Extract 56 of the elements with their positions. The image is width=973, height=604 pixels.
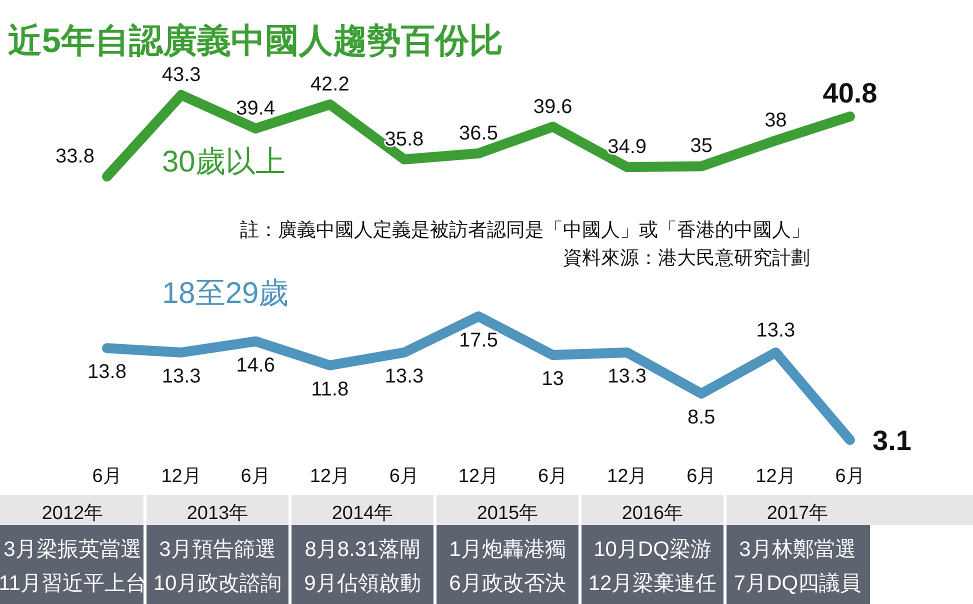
text: 2013年: [186, 503, 248, 524]
text: 9月佔領啟動: [304, 572, 421, 595]
series-label: 30歲以上: [162, 146, 286, 179]
text: 2015年: [476, 503, 538, 524]
data-label: 35: [690, 135, 713, 158]
data-label: 13.3: [384, 365, 424, 388]
data-label: 13.3: [162, 365, 201, 388]
text: 2016年: [622, 503, 684, 524]
data-label: 40.8: [822, 77, 878, 108]
text: 7月DQ四議員: [734, 572, 862, 595]
text: 11月習近平上台: [0, 572, 146, 595]
data-label: 11.8: [311, 378, 349, 400]
data-label: 3.1: [872, 425, 912, 456]
data-label: 13.3: [608, 365, 647, 388]
data-label: 8.5: [687, 406, 716, 429]
data-label: 36.5: [459, 122, 498, 144]
data-label: 38: [764, 109, 787, 132]
data-label: 33.8: [56, 146, 94, 168]
x-tick-label: 12月: [458, 466, 499, 487]
x-tick-label: 6月: [389, 466, 419, 487]
data-label: 42.2: [310, 73, 350, 96]
x-tick-label: 6月: [92, 466, 122, 487]
data-label: 13.3: [756, 319, 796, 342]
annotation: 資料來源：港大民意研究計劃: [563, 247, 810, 269]
text: 3月梁振英當選: [4, 538, 142, 561]
text: 1月炮轟港獨: [449, 538, 566, 561]
text: 10月政改諮詢: [153, 572, 282, 595]
data-label: 14.6: [236, 354, 276, 376]
text: 12月梁棄連任: [588, 572, 717, 595]
data-label: 13.8: [88, 361, 126, 384]
data-label: 13: [542, 368, 564, 390]
data-label: 39.6: [533, 96, 572, 118]
text: 2017年: [766, 503, 828, 524]
text: 6月政改否決: [449, 572, 566, 595]
x-tick-label: 6月: [686, 466, 716, 487]
x-tick-label: 12月: [756, 466, 796, 487]
data-label: 34.9: [608, 136, 647, 158]
data-label: 43.3: [162, 64, 201, 86]
x-tick-label: 12月: [161, 466, 202, 487]
data-label: 35.8: [384, 128, 424, 150]
x-tick-label: 12月: [310, 466, 350, 487]
annotation: 註：廣義中國人定義是被訪者認同是「中國人」或「香港的中國人」: [240, 219, 810, 241]
chart-title: 近5年自認廣義中國人趨勢百份比: [8, 22, 503, 60]
x-tick-label: 12月: [607, 466, 648, 487]
text: 2012年: [42, 503, 104, 524]
x-tick-label: 6月: [240, 466, 270, 487]
series-label: 18至29歲: [162, 277, 289, 310]
text: 10月DQ梁游: [594, 538, 712, 561]
text: 8月8.31落閘: [304, 538, 420, 561]
text: 3月預告篩選: [159, 538, 276, 561]
text: 2014年: [332, 503, 394, 524]
x-tick-label: 6月: [538, 466, 568, 487]
text: 3月林鄭當選: [739, 538, 856, 561]
x-tick-label: 6月: [835, 466, 865, 487]
data-label: 39.4: [236, 97, 276, 120]
data-label: 17.5: [459, 329, 498, 352]
